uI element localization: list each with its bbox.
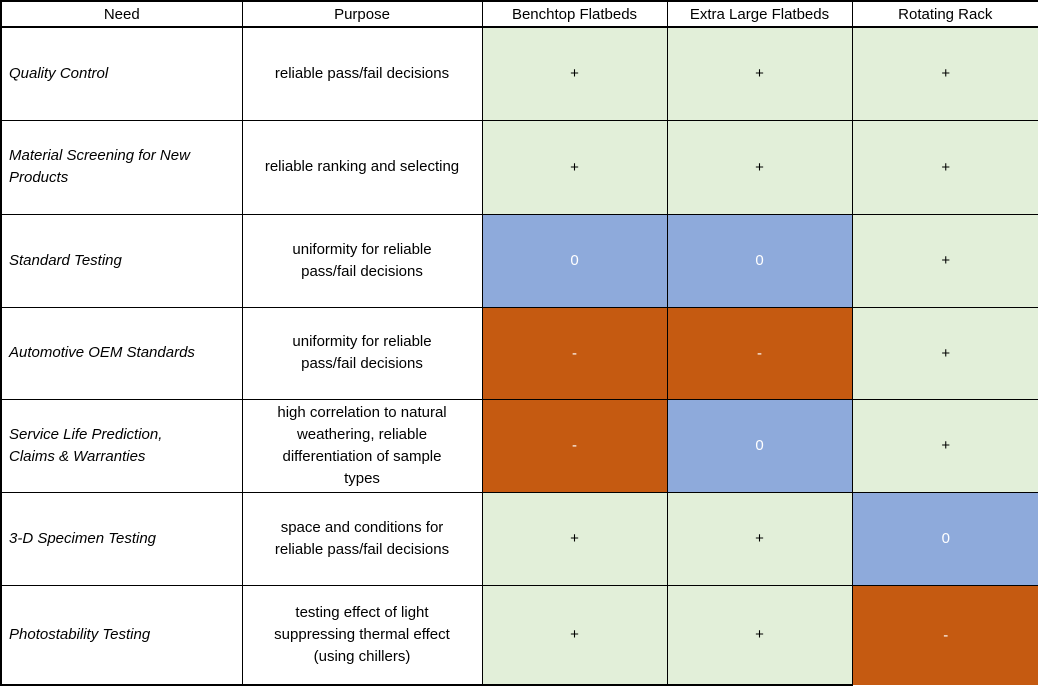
table-row-material-screening: Material Screening for New Products reli… <box>0 119 1038 215</box>
rating-cell-extra-large: - <box>666 306 853 400</box>
need-cell: Automotive OEM Standards <box>0 306 243 400</box>
rating-cell-extra-large: + <box>666 584 853 686</box>
table-row-photostability-testing: Photostability Testing testing effect of… <box>0 584 1038 686</box>
column-header-need: Need <box>0 0 243 28</box>
table-row-quality-control: Quality Control reliable pass/fail decis… <box>0 26 1038 121</box>
rating-cell-benchtop: + <box>481 491 668 586</box>
column-header-benchtop-flatbeds: Benchtop Flatbeds <box>481 0 668 28</box>
need-cell: Quality Control <box>0 26 243 121</box>
rating-cell-extra-large: + <box>666 491 853 586</box>
column-header-rotating-rack: Rotating Rack <box>851 0 1038 28</box>
purpose-cell: uniformity for reliable pass/fail decisi… <box>241 213 483 308</box>
rating-cell-rotating-rack: + <box>851 213 1038 308</box>
table-row-service-life-prediction: Service Life Prediction, Claims & Warran… <box>0 398 1038 493</box>
rating-cell-rotating-rack: + <box>851 398 1038 493</box>
rating-cell-rotating-rack: 0 <box>851 491 1038 586</box>
column-header-extra-large-flatbeds: Extra Large Flatbeds <box>666 0 853 28</box>
rating-cell-benchtop: + <box>481 26 668 121</box>
table-row-3d-specimen-testing: 3-D Specimen Testing space and condition… <box>0 491 1038 586</box>
purpose-cell: reliable pass/fail decisions <box>241 26 483 121</box>
need-cell: 3-D Specimen Testing <box>0 491 243 586</box>
rating-cell-extra-large: 0 <box>666 398 853 493</box>
header-row: Need Purpose Benchtop Flatbeds Extra Lar… <box>0 0 1038 28</box>
need-cell: Photostability Testing <box>0 584 243 686</box>
rating-cell-rotating-rack: + <box>851 119 1038 215</box>
need-cell: Standard Testing <box>0 213 243 308</box>
rating-cell-extra-large: + <box>666 119 853 215</box>
need-cell: Service Life Prediction, Claims & Warran… <box>0 398 243 493</box>
rating-cell-extra-large: + <box>666 26 853 121</box>
rating-cell-rotating-rack: - <box>851 584 1038 685</box>
purpose-cell: space and conditions for reliable pass/f… <box>241 491 483 586</box>
purpose-cell: reliable ranking and selecting <box>241 119 483 215</box>
purpose-cell: high correlation to natural weathering, … <box>241 398 483 493</box>
rating-cell-benchtop: - <box>481 306 668 400</box>
purpose-cell: uniformity for reliable pass/fail decisi… <box>241 306 483 400</box>
rating-cell-extra-large: 0 <box>666 213 853 308</box>
rating-cell-benchtop: 0 <box>481 213 668 308</box>
table-row-standard-testing: Standard Testing uniformity for reliable… <box>0 213 1038 308</box>
rating-cell-rotating-rack: + <box>851 306 1038 400</box>
rating-cell-benchtop: + <box>481 584 668 686</box>
purpose-cell: testing effect of light suppressing ther… <box>241 584 483 686</box>
table-row-automotive-oem: Automotive OEM Standards uniformity for … <box>0 306 1038 400</box>
column-header-purpose: Purpose <box>241 0 483 28</box>
rating-cell-benchtop: - <box>481 398 668 493</box>
need-cell: Material Screening for New Products <box>0 119 243 215</box>
rating-cell-rotating-rack: + <box>851 26 1038 121</box>
rating-cell-benchtop: + <box>481 119 668 215</box>
